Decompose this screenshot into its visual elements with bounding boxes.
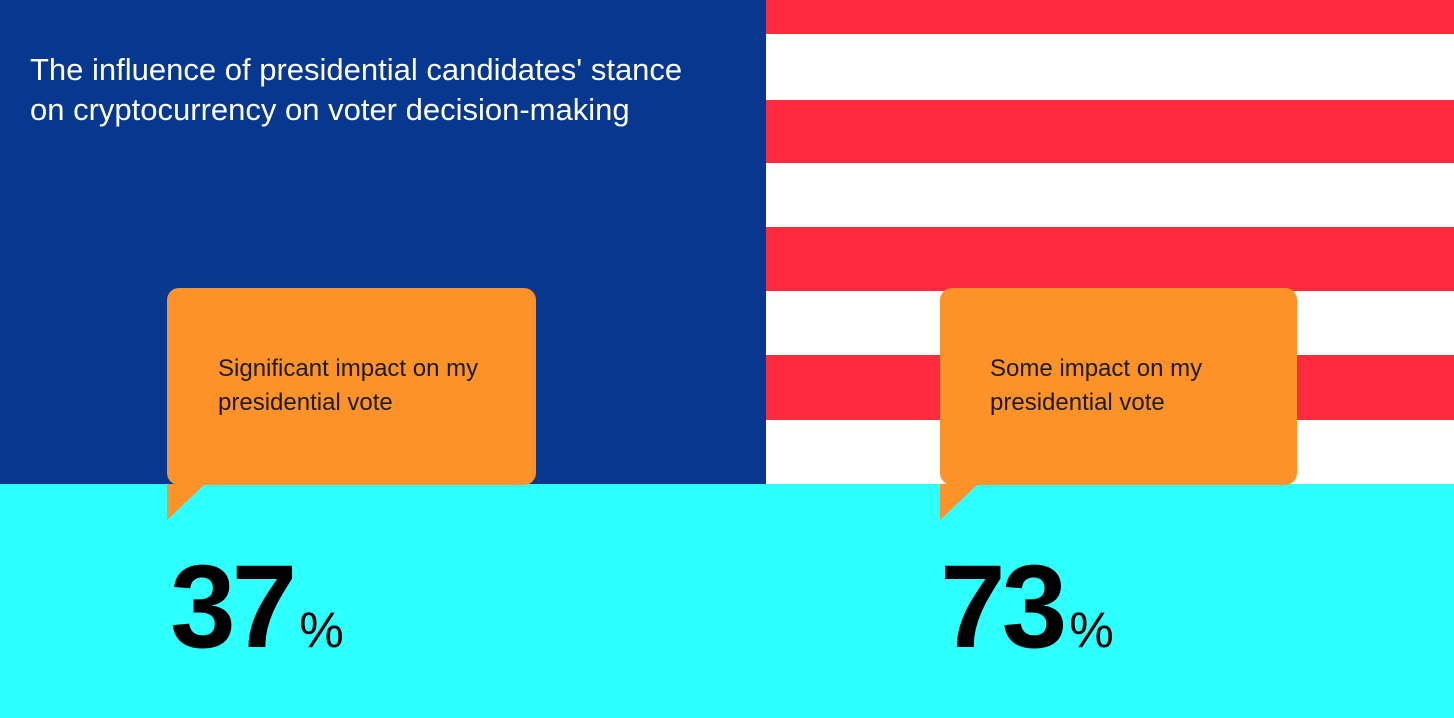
stat-number: 73 — [940, 541, 1067, 673]
stat-label: Some impact on my presidential vote — [990, 355, 1203, 416]
flag-stripes — [766, 0, 1454, 484]
stat-number: 37 — [170, 541, 297, 673]
stat-unit: % — [1069, 602, 1114, 658]
bubble-tail — [167, 484, 205, 520]
stat-value: 73% — [940, 548, 1114, 689]
stat-value: 37% — [170, 548, 344, 689]
title: The influence of presidential candidates… — [30, 52, 683, 127]
bubble-tail — [940, 484, 978, 520]
speech-bubble — [940, 288, 1297, 485]
stat-label: Significant impact on my presidential vo… — [218, 355, 479, 416]
speech-bubble — [167, 288, 536, 485]
stat-unit: % — [299, 602, 344, 658]
cyan-panel — [0, 484, 1454, 718]
